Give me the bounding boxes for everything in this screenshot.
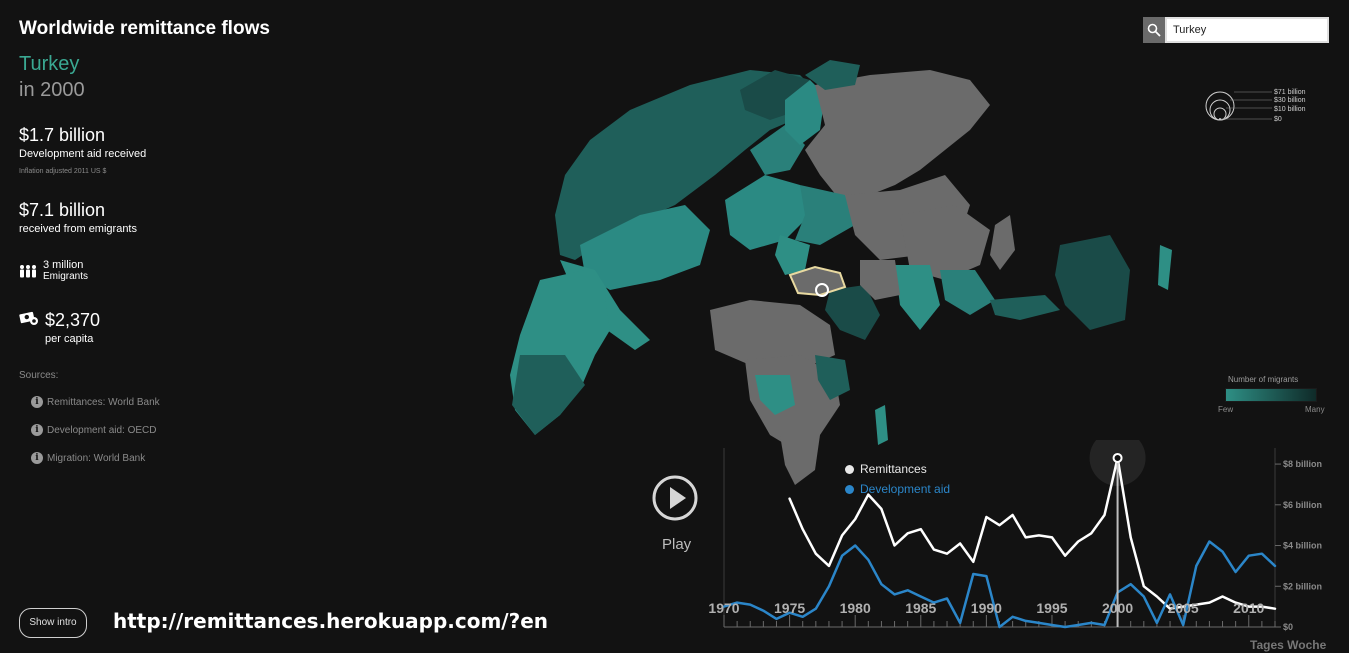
map-north-america <box>555 70 820 260</box>
map-madagascar <box>875 405 888 445</box>
y-tick-label: $2 billion <box>1283 581 1322 591</box>
chart-legend: Remittances Development aid <box>845 462 950 502</box>
map-china <box>900 205 990 280</box>
source-label: Remittances: World Bank <box>47 396 160 408</box>
sources-title: Sources: <box>19 370 59 381</box>
development-aid-line <box>722 540 1277 629</box>
map-russia <box>805 70 990 200</box>
x-tick-label: 1970 <box>708 600 739 616</box>
map-africa-north <box>710 300 835 370</box>
remittance-value: $7.1 billion <box>19 200 106 220</box>
map-europe-east <box>795 185 855 245</box>
map-india <box>895 265 940 330</box>
remittance-label: received from emigrants <box>19 223 137 235</box>
info-icon: i <box>31 452 43 464</box>
selected-country-marker <box>815 283 829 297</box>
source-migration[interactable]: i Migration: World Bank <box>31 452 145 464</box>
migrants-value: 3 million <box>43 259 84 271</box>
color-legend-title: Number of migrants <box>1228 375 1299 384</box>
map-turkey-selected <box>788 265 847 297</box>
y-tick-label: $0 <box>1283 622 1293 632</box>
map-indonesia <box>990 295 1060 320</box>
map-usa <box>580 205 710 290</box>
money-icon <box>19 311 38 325</box>
source-label: Development aid: OECD <box>47 424 157 436</box>
y-tick-label: $8 billion <box>1283 459 1322 469</box>
url-caption: http://remittances.herokuapp.com/?en <box>113 609 548 633</box>
map-japan <box>990 215 1015 270</box>
brand-logo: Tages Woche <box>1250 638 1327 652</box>
stat-development-aid: $1.7 billion Development aid received In… <box>19 125 146 175</box>
map-middle-east <box>825 285 880 340</box>
aid-note: Inflation adjusted 2011 US $ <box>19 168 107 175</box>
source-remittances[interactable]: i Remittances: World Bank <box>31 396 160 408</box>
stat-remittances: $7.1 billion received from emigrants <box>19 200 137 235</box>
x-tick-label: 1995 <box>1036 600 1067 616</box>
per-capita-value: $2,370 <box>45 310 101 330</box>
timeseries-chart[interactable]: $0 $2 billion $4 billion $6 billion $8 billi… <box>700 440 1349 653</box>
x-tick-label: 2010 <box>1233 600 1264 616</box>
source-label: Migration: World Bank <box>47 452 146 464</box>
country-search: Turkey <box>1143 17 1329 43</box>
x-tick-label: 2005 <box>1168 600 1199 616</box>
map-scandinavia <box>785 80 825 145</box>
y-tick-label: $6 billion <box>1283 500 1322 510</box>
map-southern-africa <box>780 435 820 485</box>
map-new-zealand <box>1158 245 1172 290</box>
map-australia <box>1055 235 1130 330</box>
legend-label: Remittances <box>860 462 927 476</box>
selected-country: Turkey <box>19 53 80 75</box>
selected-year-halo <box>1089 440 1146 486</box>
play-label: Play <box>662 536 692 553</box>
world-map[interactable] <box>500 55 1200 500</box>
map-canada-east <box>750 125 805 175</box>
map-iran <box>860 260 900 300</box>
color-legend-gradient <box>1225 388 1317 402</box>
legend-remittances: Remittances <box>845 462 950 476</box>
color-legend-low: Few <box>1218 405 1234 414</box>
info-icon: i <box>31 424 43 436</box>
bubble-legend-label: $10 billion <box>1274 106 1306 113</box>
bubble-legend-label: $30 billion <box>1274 97 1306 104</box>
search-input[interactable]: Turkey <box>1165 17 1329 43</box>
legend-dot <box>845 484 854 494</box>
y-tick-label: $4 billion <box>1283 541 1322 551</box>
map-africa-teal <box>755 375 795 415</box>
map-russia-north <box>805 60 860 90</box>
legend-development-aid: Development aid <box>845 482 950 496</box>
x-tick-label: 1985 <box>905 600 936 616</box>
map-southeast-asia <box>940 270 995 315</box>
aid-value: $1.7 billion <box>19 125 106 145</box>
remittances-line <box>788 456 1277 610</box>
selected-year-handle <box>1112 452 1123 463</box>
show-intro-button[interactable]: Show intro <box>19 608 87 638</box>
map-africa-east <box>815 355 850 400</box>
bubble-legend-label: $0 <box>1274 116 1282 123</box>
color-legend-high: Many <box>1305 405 1325 414</box>
migrants-label: Emigrants <box>43 271 89 282</box>
per-capita-label: per capita <box>45 333 94 345</box>
search-icon[interactable] <box>1143 17 1165 43</box>
selected-year: in 2000 <box>19 79 85 101</box>
info-icon: i <box>31 396 43 408</box>
map-brazil <box>512 355 585 435</box>
app-title: Worldwide remittance flows <box>19 18 270 39</box>
aid-label: Development aid received <box>19 148 147 160</box>
map-balkans <box>775 235 810 275</box>
x-tick-label: 1975 <box>774 600 805 616</box>
legend-dot <box>845 464 854 474</box>
stat-migrants: 3 million Emigrants <box>19 259 88 282</box>
play-icon <box>670 487 686 509</box>
map-europe-west <box>725 175 810 250</box>
stat-per-capita: $2,370 per capita <box>19 310 100 345</box>
bubble-size-legend: $71 billion $30 billion $10 billion $0 <box>1205 89 1306 123</box>
source-development-aid[interactable]: i Development aid: OECD <box>31 424 157 436</box>
people-icon <box>20 264 36 277</box>
play-button[interactable] <box>651 474 699 522</box>
x-tick-label: 1980 <box>840 600 871 616</box>
legend-label: Development aid <box>860 482 951 496</box>
x-tick-label: 1990 <box>971 600 1002 616</box>
bubble-legend-label: $71 billion <box>1274 89 1306 96</box>
